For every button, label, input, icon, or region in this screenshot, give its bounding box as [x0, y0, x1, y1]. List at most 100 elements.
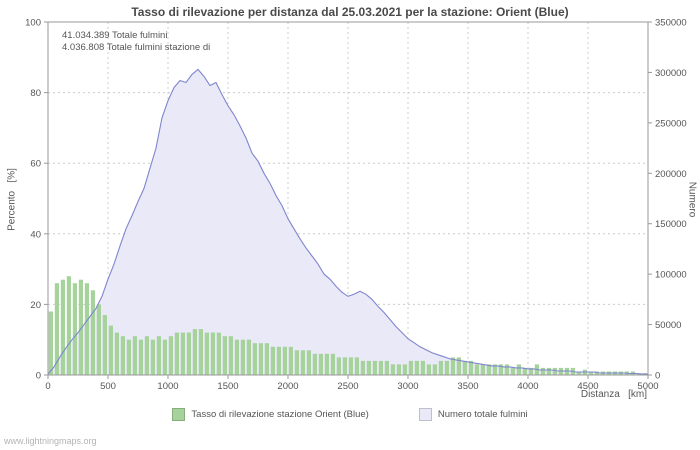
- detection-rate-bar: [300, 350, 305, 375]
- detection-rate-bar: [54, 283, 59, 375]
- detection-rate-bar: [492, 364, 497, 375]
- detection-rate-bar: [246, 339, 251, 375]
- detection-rate-bar: [216, 332, 221, 375]
- detection-rate-bar: [264, 343, 269, 375]
- detection-rate-bar: [120, 336, 125, 375]
- x-tick-label: 3000: [397, 381, 418, 392]
- y-left-tick-label: 20: [30, 300, 41, 311]
- detection-rate-bar: [132, 336, 137, 375]
- legend-item-detection-rate: Tasso di rilevazione stazione Orient (Bl…: [172, 408, 369, 421]
- detection-rate-bar: [84, 283, 89, 375]
- detection-rate-bar: [294, 350, 299, 375]
- detection-rate-bar: [474, 364, 479, 375]
- detection-rate-bar: [414, 360, 419, 375]
- detection-rate-bar: [210, 332, 215, 375]
- detection-rate-bar: [540, 367, 545, 375]
- detection-rate-bar: [426, 364, 431, 375]
- detection-rate-bar: [48, 311, 53, 375]
- detection-rate-bar: [366, 360, 371, 375]
- detection-rate-bar: [336, 357, 341, 375]
- detection-rate-bar: [222, 336, 227, 375]
- y-right-tick-label: 150000: [655, 219, 687, 230]
- detection-rate-swatch: [172, 408, 186, 421]
- watermark: www.lightningmaps.org: [4, 436, 97, 446]
- legend: Tasso di rilevazione stazione Orient (Bl…: [0, 408, 700, 421]
- detection-rate-bar: [108, 325, 113, 375]
- y-left-tick-label: 0: [36, 371, 41, 382]
- detection-rate-bar: [480, 364, 485, 375]
- x-tick-label: 2000: [277, 381, 298, 392]
- y-left-tick-label: 40: [30, 229, 41, 240]
- detection-rate-bar: [384, 360, 389, 375]
- detection-rate-bar: [252, 343, 257, 375]
- detection-rate-bar: [282, 346, 287, 375]
- x-tick-label: 4000: [517, 381, 538, 392]
- detection-rate-bar: [390, 364, 395, 375]
- detection-rate-bar: [240, 339, 245, 375]
- detection-rate-bar: [156, 336, 161, 375]
- x-tick-label: 5000: [637, 381, 658, 392]
- detection-rate-bar: [462, 360, 467, 375]
- detection-rate-bar: [180, 332, 185, 375]
- y-right-tick-label: 0: [655, 371, 660, 382]
- chart-title: Tasso di rilevazione per distanza dal 25…: [131, 5, 569, 19]
- detection-rate-bar: [528, 367, 533, 375]
- x-tick-label: 1000: [157, 381, 178, 392]
- detection-rate-bar: [456, 357, 461, 375]
- detection-rate-bar: [354, 357, 359, 375]
- detection-rate-bar: [378, 360, 383, 375]
- detection-rate-bar: [432, 364, 437, 375]
- x-tick-label: 2500: [337, 381, 358, 392]
- detection-rate-bar: [114, 332, 119, 375]
- detection-rate-bar: [198, 329, 203, 375]
- detection-rate-bar: [318, 353, 323, 375]
- detection-rate-bar: [576, 371, 581, 375]
- detection-rate-bar: [468, 360, 473, 375]
- detection-rate-bar: [510, 367, 515, 375]
- legend-item-total-lightning: Numero totale fulmini: [418, 408, 528, 421]
- detection-rate-bar: [420, 360, 425, 375]
- y-right-tick-label: 350000: [655, 18, 687, 29]
- x-tick-label: 3500: [457, 381, 478, 392]
- y-right-tick-label: 50000: [655, 320, 681, 331]
- detection-rate-bar: [408, 360, 413, 375]
- annotation-total-lightning: 41.034.389 Totale fulmini: [62, 30, 168, 41]
- detection-rate-bar: [204, 332, 209, 375]
- detection-rate-bar: [186, 332, 191, 375]
- detection-rate-bar: [192, 329, 197, 375]
- detection-rate-bar: [588, 371, 593, 375]
- x-axis-label: Distanza [km]: [580, 389, 647, 400]
- x-tick-label: 0: [45, 381, 50, 392]
- detection-rate-bar: [72, 283, 77, 375]
- total-lightning-area: [48, 69, 648, 376]
- y-right-tick-label: 300000: [655, 68, 687, 79]
- detection-rate-bar: [330, 353, 335, 375]
- detection-rate-bar: [342, 357, 347, 375]
- detection-rate-bar: [402, 364, 407, 375]
- annotation-station-lightning: 4.036.808 Totale fulmini stazione di: [62, 42, 211, 53]
- detection-rate-bar: [522, 367, 527, 375]
- legend-label-total-lightning: Numero totale fulmini: [437, 409, 528, 420]
- detection-rate-bar: [504, 364, 509, 375]
- total-lightning-swatch: [418, 408, 432, 421]
- detection-rate-bar: [396, 364, 401, 375]
- detection-rate-bar: [348, 357, 353, 375]
- detection-rate-bar: [486, 364, 491, 375]
- detection-rate-bar: [594, 371, 599, 375]
- y-left-tick-label: 100: [25, 18, 41, 29]
- detection-rate-bar: [546, 367, 551, 375]
- detection-rate-bar: [126, 339, 131, 375]
- y-left-tick-label: 60: [30, 159, 41, 170]
- detection-rate-bar: [258, 343, 263, 375]
- detection-rate-bar: [372, 360, 377, 375]
- detection-rate-bar: [168, 336, 173, 375]
- detection-rate-bar: [66, 276, 71, 375]
- detection-rate-bar: [438, 360, 443, 375]
- detection-rate-bar: [552, 367, 557, 375]
- y-right-tick-label: 250000: [655, 118, 687, 129]
- detection-rate-bar: [270, 346, 275, 375]
- detection-rate-bar: [228, 336, 233, 375]
- detection-rate-bar: [306, 350, 311, 375]
